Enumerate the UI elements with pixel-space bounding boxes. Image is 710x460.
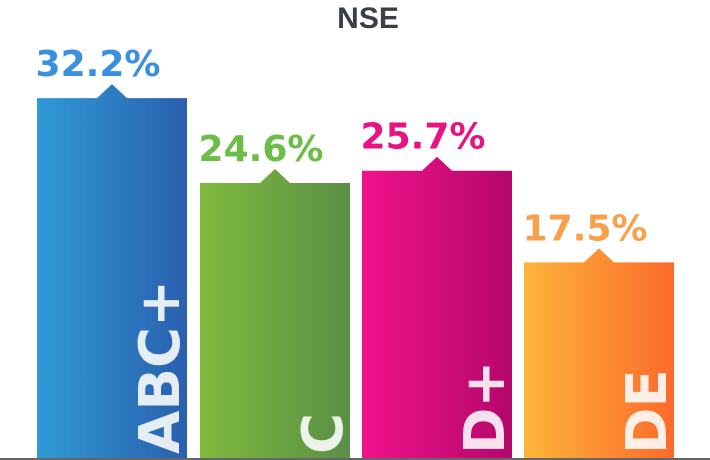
bars-layer: 32.2% ABC+ 24.6% C 25.7% D+ 17.5% DE [36, 44, 680, 459]
bar-d- [362, 156, 512, 459]
bar-de [524, 248, 674, 458]
category-label: C [291, 413, 356, 454]
data-label: 32.2% [36, 44, 161, 85]
chart-title: NSE [337, 2, 399, 35]
data-label: 17.5% [523, 208, 648, 249]
data-label: 25.7% [361, 117, 486, 158]
category-label: ABC+ [128, 280, 193, 454]
category-label: DE [615, 369, 680, 454]
data-label: 24.6% [199, 129, 324, 170]
bar-abc- [37, 84, 187, 459]
category-label: D+ [453, 361, 518, 454]
bar-c [200, 169, 350, 459]
